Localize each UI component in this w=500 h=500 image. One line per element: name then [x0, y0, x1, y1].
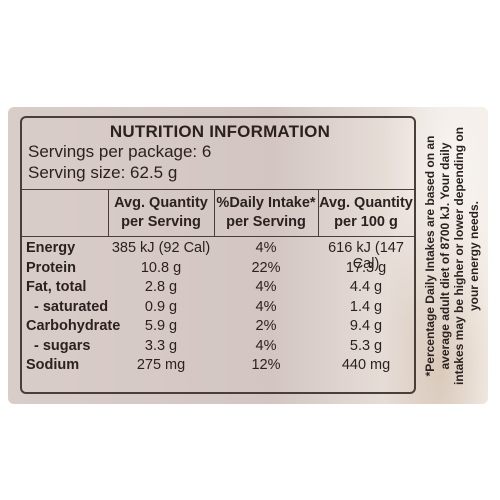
table-row: Sodium 275 mg 12% 440 mg [22, 357, 414, 377]
footnote-text: *Percentage Daily Intakes are based on a… [423, 126, 481, 386]
nutrition-title: NUTRITION INFORMATION [109, 122, 331, 141]
nutrition-table: NUTRITION INFORMATION Servings per packa… [20, 116, 416, 394]
nutrient-name: Carbohydrate [26, 318, 121, 334]
table-row: Fat, total 2.8 g 4% 4.4 g [22, 279, 414, 299]
nutrient-name: Energy [26, 240, 76, 256]
per-serving-value: 385 kJ (92 Cal) [111, 240, 211, 256]
servings-per-package: Servings per package: 6 [28, 142, 212, 161]
nutrient-name: - saturated [34, 298, 109, 315]
per-serving-value: 0.9 g [144, 298, 178, 315]
daily-intake-value: 4% [255, 298, 277, 315]
nutrient-name: Sodium [26, 357, 80, 373]
serving-size: Serving size: 62.5 g [28, 163, 178, 182]
column-divider [108, 189, 109, 236]
per-serving-value: 3.3 g [144, 337, 178, 354]
per-serving-value: 2.8 g [144, 279, 178, 295]
background-smudge [368, 107, 488, 404]
column-divider [318, 189, 319, 236]
table-row: - sugars 3.3 g 4% 5.3 g [22, 338, 414, 358]
daily-intake-value: 22% [251, 259, 281, 276]
nutrient-rows: Energy 385 kJ (92 Cal) 4% 616 kJ (147 Ca… [22, 240, 414, 377]
per-serving-value: 5.9 g [144, 318, 178, 334]
per-100g-value: 9.4 g [349, 318, 383, 334]
divider [22, 189, 414, 190]
daily-intake-value: 4% [255, 337, 277, 354]
column-divider [214, 189, 215, 236]
table-row: Protein 10.8 g 22% 17.3 g [22, 260, 414, 280]
per-serving-value: 10.8 g [140, 259, 182, 276]
label-panel [8, 107, 488, 404]
table-row: Carbohydrate 5.9 g 2% 9.4 g [22, 318, 414, 338]
per-100g-value: 4.4 g [349, 279, 383, 295]
per-100g-value: 616 kJ (147 Cal) [328, 240, 404, 272]
daily-intake-value: 12% [251, 357, 281, 373]
column-header-per-serving: Avg. Quantity per Serving [114, 195, 208, 230]
divider [22, 236, 414, 237]
per-100g-value: 1.4 g [349, 298, 383, 315]
per-100g-value: 17.3 g [345, 259, 387, 276]
daily-intake-footnote: *Percentage Daily Intakes are based on a… [416, 118, 488, 394]
per-100g-value: 5.3 g [349, 337, 383, 354]
daily-intake-value: 2% [255, 318, 277, 334]
daily-intake-value: 4% [255, 240, 277, 256]
nutrient-name: Protein [26, 259, 76, 276]
per-serving-value: 275 mg [136, 357, 186, 373]
table-row: - saturated 0.9 g 4% 1.4 g [22, 299, 414, 319]
column-header-daily-intake: %Daily Intake* per Serving [216, 195, 316, 230]
table-row: Energy 385 kJ (92 Cal) 4% 616 kJ (147 Ca… [22, 240, 414, 272]
column-header-per-100g: Avg. Quantity per 100 g [319, 195, 413, 230]
nutrient-name: Fat, total [26, 279, 87, 295]
nutrient-name: - sugars [34, 337, 91, 354]
daily-intake-value: 4% [255, 279, 277, 295]
per-100g-value: 440 mg [341, 357, 391, 373]
